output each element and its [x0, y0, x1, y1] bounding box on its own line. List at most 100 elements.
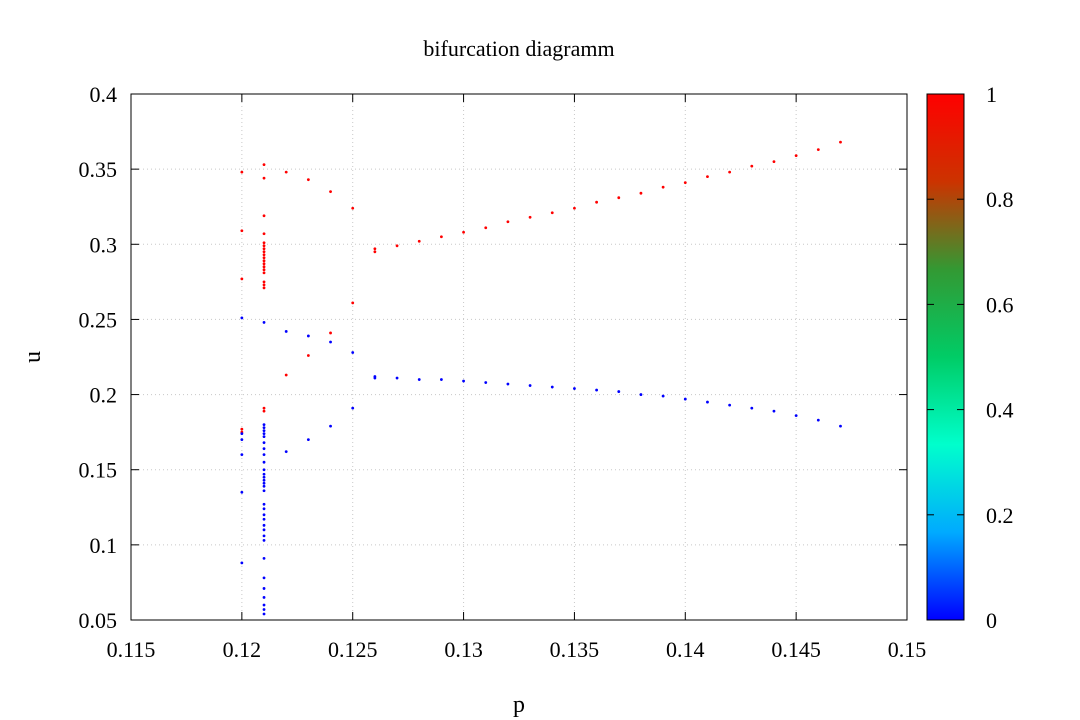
- upper-branch-point: [262, 232, 266, 236]
- lower-branch-point: [262, 468, 266, 472]
- upper-branch-point: [772, 160, 776, 164]
- y-tick-label: 0.05: [79, 608, 118, 633]
- lower-branch-point: [262, 489, 266, 493]
- lower-branch-point: [284, 450, 288, 454]
- upper-branch-point: [262, 409, 266, 413]
- x-tick-label: 0.145: [771, 637, 821, 662]
- lower-branch-point: [262, 612, 266, 616]
- upper-branch-point: [395, 244, 399, 248]
- upper-branch-point: [284, 373, 288, 377]
- upper-branch-point: [284, 170, 288, 174]
- lower-branch-point: [262, 447, 266, 451]
- lower-branch-point: [262, 603, 266, 607]
- x-tick-label: 0.125: [328, 637, 378, 662]
- lower-branch-point: [262, 441, 266, 445]
- colorbar-tick-label: 0.4: [986, 398, 1014, 423]
- x-tick-label: 0.15: [888, 637, 927, 662]
- upper-branch-point: [262, 286, 266, 290]
- colorbar-ticks: 0 0.2 0.4 0.6 0.8 1: [927, 82, 1014, 633]
- y-tick-label: 0.25: [79, 307, 118, 332]
- upper-branch-point: [240, 427, 244, 431]
- upper-branch-point: [240, 229, 244, 233]
- upper-branch-point: [262, 406, 266, 410]
- lower-branch-point: [262, 608, 266, 611]
- y-tick-label: 0.1: [90, 533, 118, 558]
- lower-branch-point: [440, 378, 443, 381]
- colorbar: [926, 93, 965, 621]
- upper-branch-point: [262, 280, 266, 284]
- lower-branch-point: [262, 423, 266, 427]
- lower-branch-point: [683, 397, 687, 401]
- upper-branch-point: [262, 214, 266, 218]
- lower-branch-point: [262, 523, 266, 527]
- lower-branch-point: [262, 534, 266, 538]
- y-tick-label: 0.3: [90, 232, 118, 257]
- x-axis-label: p: [513, 692, 525, 718]
- lower-branch-point: [306, 438, 310, 442]
- upper-branch-point: [706, 175, 709, 179]
- lower-branch-point: [839, 424, 842, 428]
- y-tick-label: 0.15: [79, 458, 118, 483]
- upper-branch-point: [794, 154, 798, 158]
- upper-branch-point: [373, 247, 377, 251]
- upper-branch-point: [262, 253, 266, 257]
- x-tick-label: 0.135: [550, 637, 600, 662]
- lower-branch-point: [528, 384, 532, 387]
- plot-frame: [130, 93, 908, 621]
- lower-branch-point: [262, 556, 266, 560]
- lower-branch-point: [506, 382, 510, 386]
- lower-branch-point: [262, 513, 266, 517]
- upper-branch-point: [240, 170, 244, 174]
- upper-branch-point: [506, 220, 510, 224]
- colorbar-tick-label: 1: [986, 82, 997, 107]
- lower-branch-point: [262, 484, 266, 488]
- lower-branch-point: [484, 381, 488, 384]
- upper-branch-point: [262, 163, 266, 167]
- lower-branch-point: [262, 478, 266, 482]
- lower-branch-point: [373, 376, 377, 380]
- chart-title: bifurcation diagramm: [423, 36, 614, 61]
- upper-branch-point: [417, 239, 421, 243]
- upper-branch-point: [351, 301, 355, 305]
- upper-branch-point: [262, 259, 266, 263]
- lower-branch-point: [595, 388, 598, 392]
- upper-branch-point: [329, 331, 332, 335]
- lower-branch-point: [617, 390, 621, 393]
- x-tick-label: 0.13: [444, 637, 483, 662]
- colorbar-tick-label: 0: [986, 608, 997, 633]
- upper-branch-point: [728, 170, 732, 174]
- upper-branch-point: [262, 250, 266, 254]
- y-tick-label: 0.2: [90, 383, 118, 408]
- lower-branch-point: [417, 378, 421, 381]
- lower-branch-point: [262, 435, 266, 439]
- upper-branch-point: [816, 148, 820, 152]
- upper-branch-point: [573, 206, 576, 210]
- lower-branch-point: [329, 340, 332, 344]
- lower-branch-point: [262, 587, 266, 590]
- lower-branch-point: [262, 576, 266, 580]
- lower-branch-point: [706, 400, 709, 404]
- upper-branch-point: [306, 178, 310, 182]
- lower-branch-point: [262, 517, 266, 521]
- upper-branch-point: [683, 181, 687, 185]
- axis-ticks: 0.115 0.12 0.125 0.13 0.135 0.14 0.145 0.15 0.05…: [79, 82, 927, 662]
- colorbar-tick-label: 0.8: [986, 187, 1014, 212]
- y-axis-label: u: [20, 351, 46, 363]
- upper-branch-point: [262, 271, 266, 275]
- lower-branch-point: [816, 418, 820, 422]
- lower-branch-point: [329, 424, 332, 428]
- lower-branch-point: [750, 406, 754, 410]
- lower-branch-point: [573, 387, 576, 390]
- lower-branch-point: [639, 393, 643, 396]
- upper-branch-point: [262, 256, 266, 260]
- x-tick-label: 0.14: [666, 637, 705, 662]
- colorbar-tick-label: 0.2: [986, 503, 1014, 528]
- upper-branch-point: [639, 191, 643, 195]
- grid-lines: [131, 94, 907, 620]
- upper-branch-point: [262, 268, 266, 272]
- upper-branch-point: [351, 206, 355, 210]
- lower-branch-point: [728, 403, 732, 407]
- lower-branch-point: [550, 385, 554, 389]
- upper-branch-point: [528, 215, 532, 219]
